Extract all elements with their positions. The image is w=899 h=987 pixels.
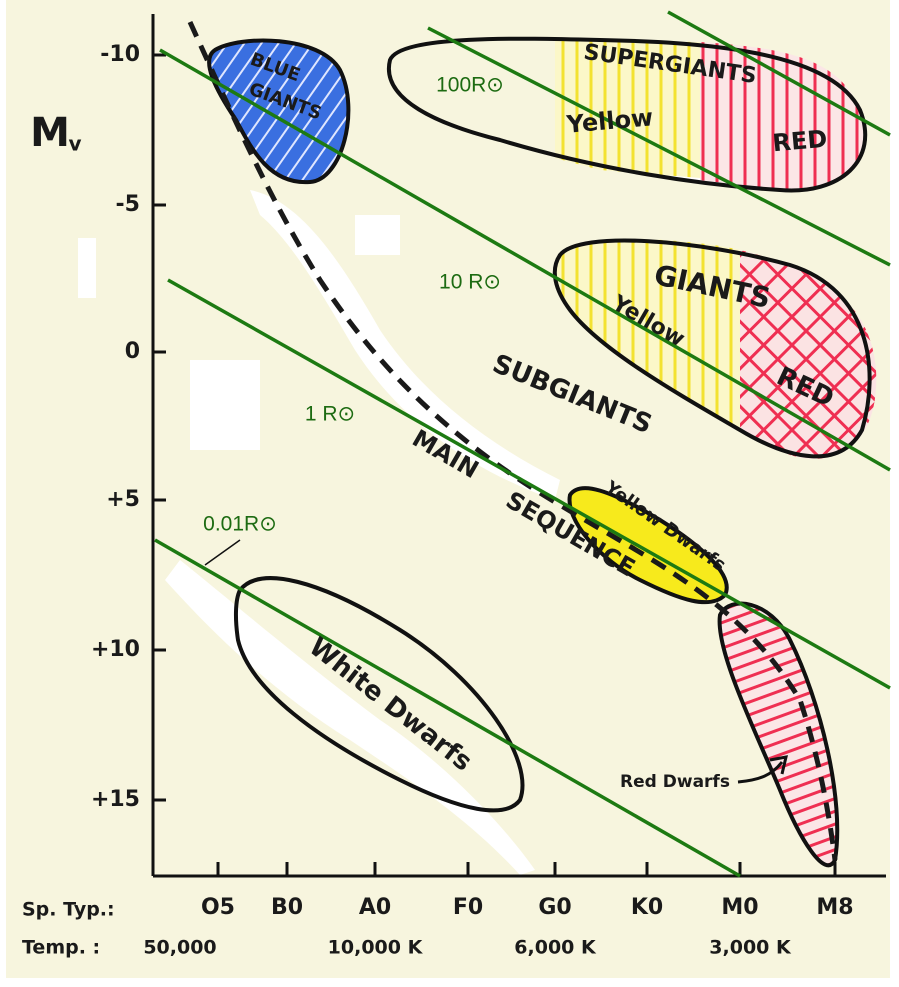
y-tick-label: -10 bbox=[100, 42, 140, 67]
radius-line bbox=[167, 278, 891, 690]
radius-label: 0.01R⊙ bbox=[203, 513, 277, 536]
y-axis-label: M bbox=[30, 110, 70, 156]
y-tick-label: 0 bbox=[125, 339, 140, 364]
glare bbox=[250, 190, 560, 500]
glare bbox=[355, 215, 400, 255]
region-label: RED bbox=[771, 125, 828, 158]
spectral-type-label: M0 bbox=[721, 895, 758, 920]
spectral-type-label: M8 bbox=[816, 895, 853, 920]
spectral-type-label: K0 bbox=[631, 895, 663, 920]
temperature-label: 10,000 K bbox=[328, 937, 424, 959]
supergiants-yellow bbox=[555, 40, 700, 178]
supergiants-red bbox=[700, 42, 866, 191]
spectral-type-label: G0 bbox=[538, 895, 571, 920]
glare bbox=[190, 360, 260, 450]
temperature-label: 3,000 K bbox=[709, 937, 792, 959]
radius-line bbox=[154, 538, 741, 878]
radius-label: 100R⊙ bbox=[436, 74, 504, 97]
supergiants-region bbox=[386, 36, 868, 193]
radius-line bbox=[427, 26, 891, 267]
arrow bbox=[737, 761, 784, 784]
white-dwarfs-region bbox=[233, 576, 525, 813]
glare bbox=[78, 238, 96, 298]
y-tick-label: -5 bbox=[116, 192, 140, 217]
radius-line bbox=[667, 10, 891, 137]
spectral-type-label: F0 bbox=[453, 895, 483, 920]
glare bbox=[165, 560, 535, 875]
y-tick-label: +5 bbox=[106, 487, 140, 512]
radius-label: 10 R⊙ bbox=[439, 271, 501, 294]
y-tick-label: +10 bbox=[91, 637, 140, 662]
spectral-type-label: A0 bbox=[359, 895, 391, 920]
spectral-row-label: Sp. Typ.: bbox=[22, 899, 115, 921]
label-pointer bbox=[204, 539, 241, 566]
ticks bbox=[153, 53, 837, 876]
radius-line bbox=[159, 48, 891, 472]
giants-yellow bbox=[554, 239, 740, 430]
temperature-label: 6,000 K bbox=[514, 937, 597, 959]
arrow-head bbox=[769, 755, 788, 775]
spectral-type-label: B0 bbox=[271, 895, 303, 920]
giants-red bbox=[740, 250, 877, 459]
temperature-row-label: Temp. : bbox=[22, 937, 100, 959]
spectral-type-label: O5 bbox=[201, 895, 235, 920]
y-axis-label-sub: v bbox=[68, 132, 81, 156]
temperature-label: 50,000 bbox=[143, 937, 216, 959]
y-tick-label: +15 bbox=[91, 787, 140, 812]
radius-label: 1 R⊙ bbox=[305, 403, 355, 426]
region-label: Red Dwarfs bbox=[620, 772, 730, 792]
